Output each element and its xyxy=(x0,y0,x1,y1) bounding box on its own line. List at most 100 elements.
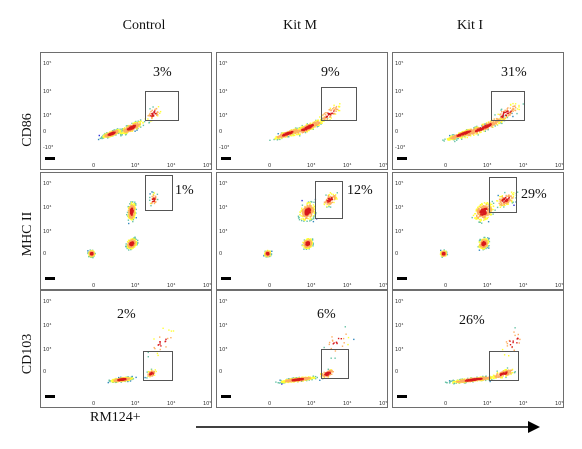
event-point xyxy=(135,376,137,379)
event-point xyxy=(154,113,156,115)
event-point xyxy=(324,202,327,204)
event-point xyxy=(312,216,315,218)
event-point xyxy=(297,215,300,217)
event-point xyxy=(455,136,457,138)
event-point xyxy=(320,123,322,125)
event-point xyxy=(483,209,486,212)
event-point xyxy=(130,217,133,219)
event-point xyxy=(138,125,140,127)
event-point xyxy=(151,374,153,377)
event-point xyxy=(128,209,130,212)
event-point xyxy=(483,205,485,207)
event-point xyxy=(284,136,287,138)
event-point xyxy=(512,110,514,112)
event-point xyxy=(322,117,324,119)
event-point xyxy=(137,120,139,123)
event-point xyxy=(506,200,508,202)
event-point xyxy=(90,253,92,255)
event-point xyxy=(89,249,91,251)
event-point xyxy=(150,371,152,373)
event-point xyxy=(486,213,488,215)
event-point xyxy=(501,118,503,120)
event-point xyxy=(313,212,315,214)
event-point xyxy=(325,117,327,119)
event-point xyxy=(157,198,159,201)
event-point xyxy=(335,105,338,108)
event-point xyxy=(131,128,133,130)
event-point xyxy=(478,205,480,207)
event-point xyxy=(469,133,471,135)
y-tick-label: 10³ xyxy=(43,229,51,235)
event-point xyxy=(109,380,111,383)
event-point xyxy=(313,208,315,210)
event-point xyxy=(507,201,510,204)
event-point xyxy=(126,247,128,250)
event-point xyxy=(484,123,486,125)
event-point xyxy=(99,137,102,140)
event-point xyxy=(91,252,93,254)
event-point xyxy=(313,205,315,208)
event-point xyxy=(326,203,328,205)
event-point xyxy=(147,115,149,117)
event-point xyxy=(87,250,89,252)
event-point xyxy=(326,199,328,202)
event-point xyxy=(146,377,148,379)
event-point xyxy=(512,107,514,110)
event-point xyxy=(149,193,151,195)
event-point xyxy=(296,131,299,133)
event-point xyxy=(125,129,127,131)
event-point xyxy=(478,210,480,212)
event-point xyxy=(447,139,449,141)
event-point xyxy=(309,205,312,207)
event-point xyxy=(478,246,480,248)
event-point xyxy=(506,116,509,119)
event-point xyxy=(309,203,311,205)
event-point xyxy=(131,203,134,206)
event-point xyxy=(522,103,524,105)
event-point xyxy=(478,240,481,242)
event-point xyxy=(334,113,337,115)
event-point xyxy=(309,242,311,245)
event-point xyxy=(507,114,510,116)
y-tick-label: 10⁴ xyxy=(395,205,403,211)
event-point xyxy=(454,138,457,140)
event-point xyxy=(311,239,314,241)
event-point xyxy=(480,219,482,221)
event-point xyxy=(499,117,501,120)
event-point xyxy=(512,194,515,196)
event-point xyxy=(496,118,498,120)
event-point xyxy=(500,108,503,110)
event-point xyxy=(330,203,332,205)
event-point xyxy=(147,351,149,354)
event-point xyxy=(472,214,475,217)
event-point xyxy=(518,108,520,111)
event-point xyxy=(120,381,122,383)
event-point xyxy=(487,242,489,244)
x-tick-label: 10³ xyxy=(307,283,315,289)
event-point xyxy=(301,207,303,209)
event-point xyxy=(153,111,156,114)
event-point xyxy=(134,237,136,239)
event-point xyxy=(140,120,142,122)
event-point xyxy=(310,238,312,240)
event-point xyxy=(328,196,331,198)
event-point xyxy=(503,202,505,204)
event-point xyxy=(127,242,130,244)
event-point xyxy=(318,123,320,125)
event-point xyxy=(323,116,326,118)
event-point xyxy=(483,202,486,204)
event-point xyxy=(107,137,109,139)
event-point xyxy=(306,239,308,241)
event-point xyxy=(122,128,124,130)
event-point xyxy=(494,209,496,211)
event-point xyxy=(135,244,137,246)
event-point xyxy=(139,119,142,121)
event-point xyxy=(503,198,506,201)
event-point xyxy=(305,210,307,212)
event-point xyxy=(481,128,483,131)
event-point xyxy=(490,123,492,125)
event-point xyxy=(468,134,471,136)
y-tick-label: 0 xyxy=(395,251,398,257)
event-point xyxy=(97,138,100,141)
event-point xyxy=(483,126,485,129)
